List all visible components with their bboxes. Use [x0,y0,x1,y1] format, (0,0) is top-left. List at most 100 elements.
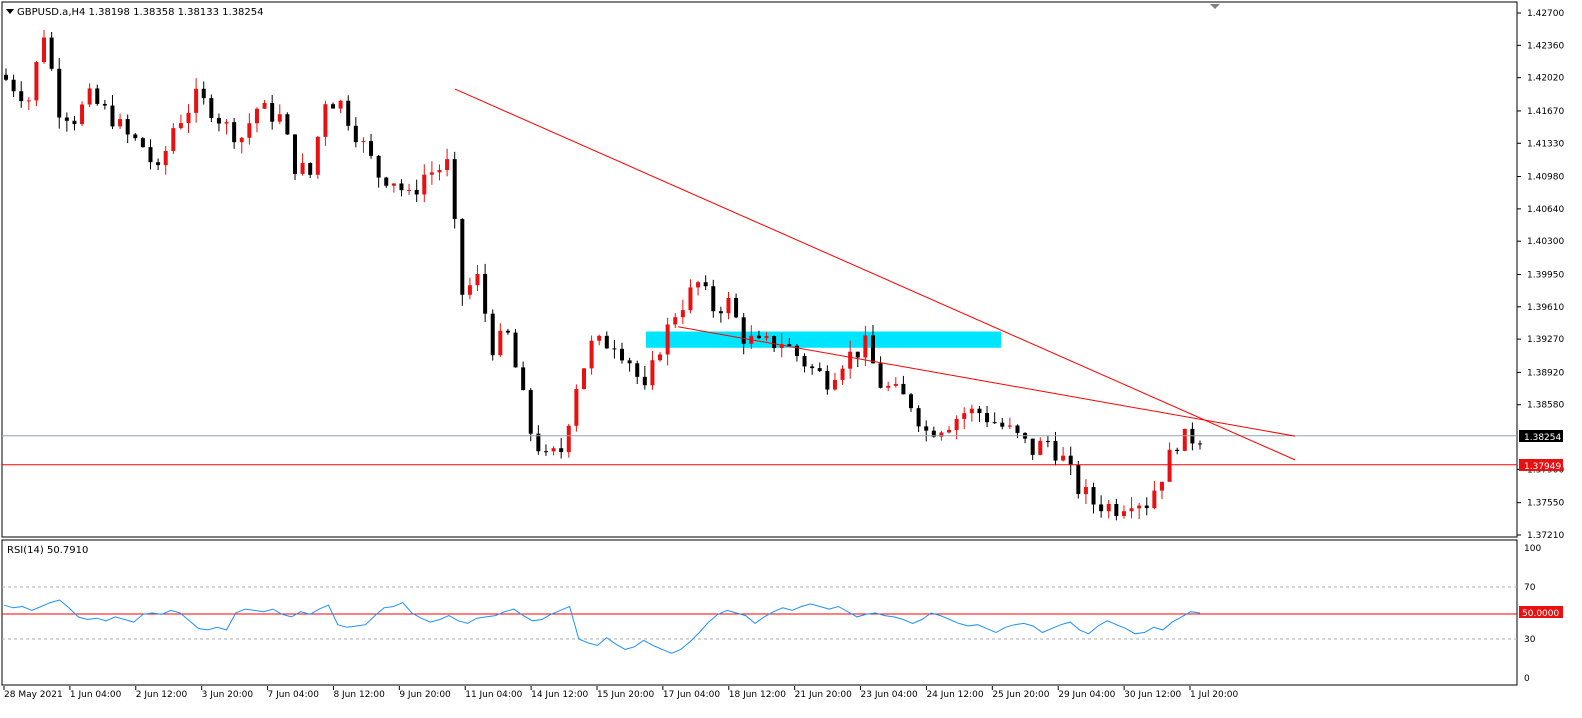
candle[interactable] [832,372,837,391]
candle[interactable] [505,328,510,335]
candle[interactable] [232,118,237,149]
candle[interactable] [323,100,328,146]
candle[interactable] [49,31,54,71]
candle[interactable] [384,176,389,188]
candle[interactable] [574,384,579,432]
candle[interactable] [460,218,465,306]
candle[interactable] [156,158,161,171]
candle[interactable] [369,133,374,159]
candle[interactable] [1129,497,1134,519]
candle[interactable] [148,139,153,170]
rsi-panel[interactable] [1,539,1518,686]
candle[interactable] [353,117,358,148]
candle[interactable] [620,342,625,364]
candle[interactable] [870,325,875,364]
candle[interactable] [254,107,259,133]
candle[interactable] [825,365,830,395]
candle[interactable] [703,275,708,291]
candle[interactable] [650,351,655,390]
candle[interactable] [1045,435,1050,448]
candle[interactable] [513,328,518,368]
candle[interactable] [194,78,199,123]
candle[interactable] [1167,442,1172,482]
candle[interactable] [26,97,31,110]
candle[interactable] [414,179,419,203]
candle[interactable] [224,119,229,135]
candle[interactable] [1091,482,1096,514]
candle[interactable] [688,279,693,314]
candle[interactable] [985,406,990,428]
candle[interactable] [734,293,739,319]
candle[interactable] [566,423,571,458]
candle[interactable] [673,313,678,329]
candle[interactable] [848,340,853,379]
candle[interactable] [581,368,586,390]
candle[interactable] [1000,417,1005,430]
candle[interactable] [407,183,412,195]
candle[interactable] [642,366,647,390]
candle[interactable] [665,317,670,366]
candle[interactable] [19,81,24,108]
candle[interactable] [163,145,168,175]
candle[interactable] [452,151,457,229]
candle[interactable] [764,332,769,342]
candle[interactable] [209,94,214,123]
candle[interactable] [361,137,366,153]
candle[interactable] [87,83,92,108]
candle[interactable] [840,365,845,385]
candle[interactable] [878,356,883,389]
candle[interactable] [292,134,297,181]
candle[interactable] [399,179,404,197]
candle[interactable] [346,95,351,131]
candle[interactable] [315,136,320,179]
candle[interactable] [247,113,252,145]
candle[interactable] [597,334,602,346]
candle[interactable] [34,61,39,107]
candle[interactable] [802,353,807,373]
candle[interactable] [125,114,130,144]
candle[interactable] [543,444,548,456]
candle[interactable] [947,426,952,434]
candle[interactable] [445,148,450,177]
candle[interactable] [376,154,381,188]
symbol-dropdown-icon[interactable] [6,9,14,14]
candle[interactable] [80,101,85,127]
candle[interactable] [635,360,640,385]
candle[interactable] [133,132,138,141]
candle[interactable] [1076,460,1081,499]
candle[interactable] [42,29,47,64]
candle[interactable] [658,352,663,362]
candle[interactable] [11,74,16,98]
candle[interactable] [756,330,761,340]
candle[interactable] [726,291,731,320]
candle[interactable] [1061,446,1066,462]
candle[interactable] [1053,431,1058,466]
candle[interactable] [1099,495,1104,518]
candle[interactable] [57,58,62,129]
candle[interactable] [962,407,967,430]
candle[interactable] [118,113,123,130]
candle[interactable] [589,335,594,375]
candle[interactable] [551,446,556,456]
candle[interactable] [924,420,929,442]
candle[interactable] [1198,440,1202,450]
candle[interactable] [680,299,685,325]
candle[interactable] [64,112,69,132]
chart-shift-marker[interactable] [1210,4,1220,9]
candle[interactable] [285,112,290,135]
candle[interactable] [886,381,891,392]
candle[interactable] [863,325,868,367]
candle[interactable] [521,361,526,391]
candle[interactable] [391,183,396,193]
candle[interactable] [909,392,914,412]
lower-trendline[interactable] [677,326,1296,437]
candle[interactable] [102,99,107,110]
candles[interactable] [4,29,1202,521]
candle[interactable] [1159,481,1164,500]
candle[interactable] [696,280,701,296]
candle[interactable] [429,161,434,185]
candle[interactable] [817,362,822,373]
candle[interactable] [855,351,860,368]
candle[interactable] [893,377,898,388]
candle[interactable] [787,338,792,347]
